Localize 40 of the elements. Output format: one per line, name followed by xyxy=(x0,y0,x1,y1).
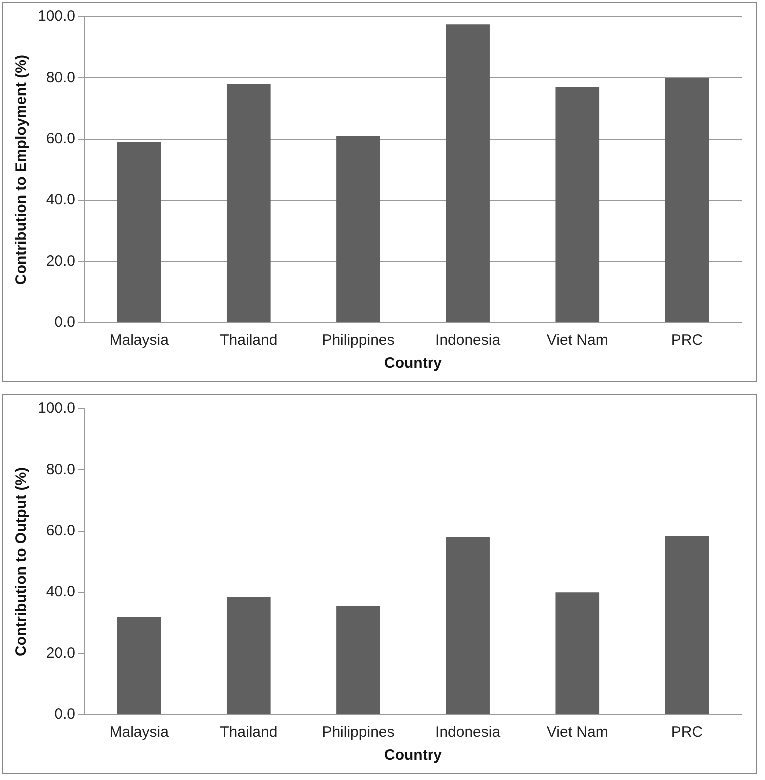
x-tick-label: Indonesia xyxy=(436,332,502,350)
y-tick-label: 0.0 xyxy=(54,706,76,724)
y-axis-title: Contribution to Employment (%) xyxy=(13,55,30,285)
x-tick-label: PRC xyxy=(671,332,704,350)
bar xyxy=(665,78,710,322)
y-tick-label: 60.0 xyxy=(46,522,76,540)
bar xyxy=(446,24,490,322)
bar xyxy=(117,617,162,714)
bar xyxy=(117,142,162,322)
y-tick-label: 80.0 xyxy=(46,69,76,86)
x-tick-label: Malaysia xyxy=(110,724,170,742)
y-tick-label: 20.0 xyxy=(46,644,76,662)
x-tick-label: Viet Nam xyxy=(546,724,608,742)
x-tick-label: Indonesia xyxy=(436,724,502,742)
bar xyxy=(226,597,271,714)
y-tick-label: 20.0 xyxy=(46,252,76,270)
x-tick-label: PRC xyxy=(671,724,704,742)
x-axis-title: Country xyxy=(384,355,443,372)
bar xyxy=(556,592,600,714)
x-tick-label: Philippines xyxy=(322,332,395,350)
y-axis-title: Contribution to Output (%) xyxy=(13,467,30,657)
bar xyxy=(226,84,271,322)
bar xyxy=(446,538,490,714)
bar xyxy=(665,536,710,714)
bar xyxy=(336,136,380,322)
x-tick-label: Malaysia xyxy=(110,332,170,350)
y-tick-label: 60.0 xyxy=(46,130,76,148)
y-tick-label: 0.0 xyxy=(54,314,76,332)
y-tick-label: 100.0 xyxy=(38,8,76,26)
x-tick-label: Thailand xyxy=(220,724,278,742)
bar xyxy=(556,87,600,322)
y-tick-label: 80.0 xyxy=(46,461,76,478)
x-tick-label: Thailand xyxy=(220,332,278,350)
x-tick-label: Philippines xyxy=(322,724,395,742)
y-tick-label: 40.0 xyxy=(46,584,76,601)
x-axis-title: Country xyxy=(384,747,443,764)
y-tick-label: 100.0 xyxy=(38,400,76,418)
x-tick-label: Viet Nam xyxy=(546,332,608,350)
bar xyxy=(336,606,380,714)
y-tick-label: 40.0 xyxy=(46,192,76,209)
